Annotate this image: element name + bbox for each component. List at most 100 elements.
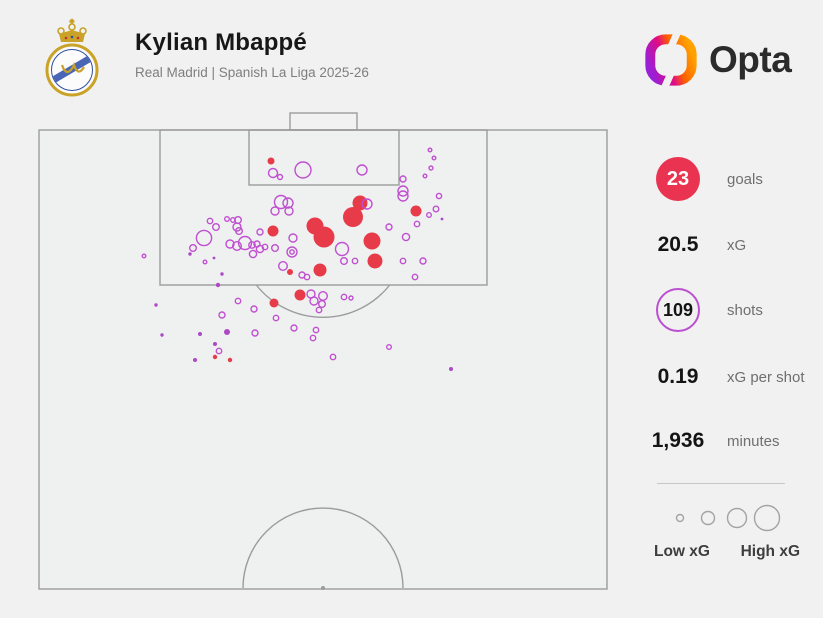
goal-marker [212,354,218,360]
shot-marker [309,296,319,306]
shot-marker [215,347,223,355]
shot-marker [284,206,294,216]
shot-marker [198,332,202,336]
shot-marker [193,358,197,362]
minutes-value: 1,936 [651,429,705,452]
shot-marker [315,306,323,314]
shot-marker [288,233,298,243]
legend-high-label: High xG [740,543,800,560]
shot-marker [422,173,428,179]
shot-marker [290,324,298,332]
shot-marker [334,241,350,257]
shot-marker [141,253,147,259]
shots-badge: 109 [656,288,700,332]
shots-label: shots [727,301,763,319]
legend-low-label: Low xG [654,543,710,560]
shot-marker [256,228,264,236]
shot-marker [449,367,453,371]
shot-marker [195,229,213,247]
shot-marker [356,164,368,176]
shot-marker [401,232,411,242]
shot-marker [289,249,295,255]
goal-marker [313,263,327,277]
shot-marker [251,329,259,337]
goal-marker [267,225,279,237]
shot-marker [224,329,230,335]
stat-row-shots: 109 shots [648,288,763,332]
shot-marker [237,235,253,251]
shot-marker [212,256,216,260]
legend-size-circle [700,510,716,526]
goal-marker [294,289,306,301]
opta-logo: Opta [644,33,792,87]
shot-marker [234,297,242,305]
shot-marker [397,185,409,197]
shot-marker [248,241,256,249]
opta-wordmark: Opta [709,39,792,80]
shot-marker [271,243,280,252]
shot-markers [141,147,453,371]
shot-marker [351,257,359,265]
shot-marker [385,223,393,231]
shot-marker [273,194,289,210]
goal-marker [313,226,335,248]
shot-marker [232,222,242,232]
shot-marker [220,272,224,276]
shot-marker [223,215,230,222]
center-circle-arc [242,507,404,589]
goal-marker [343,207,363,227]
shot-marker [340,293,348,301]
shot-marker [188,243,197,252]
goals-badge: 23 [656,157,700,201]
shot-marker [225,239,235,249]
shot-marker [309,334,317,342]
shot-marker [218,311,226,319]
goal-marker [227,357,233,363]
legend-labels: Low xG High xG [654,543,800,561]
goal-marker [410,205,422,217]
shot-marker [431,155,437,161]
stat-row-goals: 23 goals [648,157,763,201]
goal-marker [367,253,383,269]
xg-label: xG [727,236,747,254]
six-yard-box [248,129,400,186]
goal-marker [269,298,279,308]
real-madrid-crest-icon [45,18,99,97]
shot-marker [361,198,373,210]
shot-marker [329,353,337,361]
shot-marker [348,295,354,301]
shot-marker [427,147,433,153]
goals-value: 23 [666,167,690,190]
goal-marker [267,157,275,165]
xg-size-legend [675,504,781,532]
shot-marker [397,190,409,202]
shot-marker [386,344,393,351]
shot-marker [312,326,320,334]
shot-marker [160,333,164,337]
shot-marker [248,249,258,259]
shot-marker [399,257,407,265]
shot-marker [282,197,294,209]
header-title-block: Kylian Mbappé Real Madrid | Spanish La L… [135,29,369,80]
xg-value: 20.5 [657,233,699,256]
shot-marker [213,342,217,346]
shot-marker [413,220,421,228]
shot-marker [286,246,298,258]
shot-marker [294,161,312,179]
xg-per-shot-label: xG per shot [727,368,805,386]
center-spot [321,586,325,590]
shot-marker [432,205,440,213]
shot-marker [211,222,220,231]
shot-marker [276,173,284,181]
legend-size-circle [675,513,685,523]
shot-marker [419,257,427,265]
pitch-boundary [38,129,608,590]
goals-label: goals [727,170,763,188]
shot-marker [411,273,419,281]
stat-row-minutes: 1,936 minutes [648,427,780,455]
opta-ring-icon [645,33,697,87]
shot-marker [435,192,443,200]
goal-marker [287,269,293,275]
